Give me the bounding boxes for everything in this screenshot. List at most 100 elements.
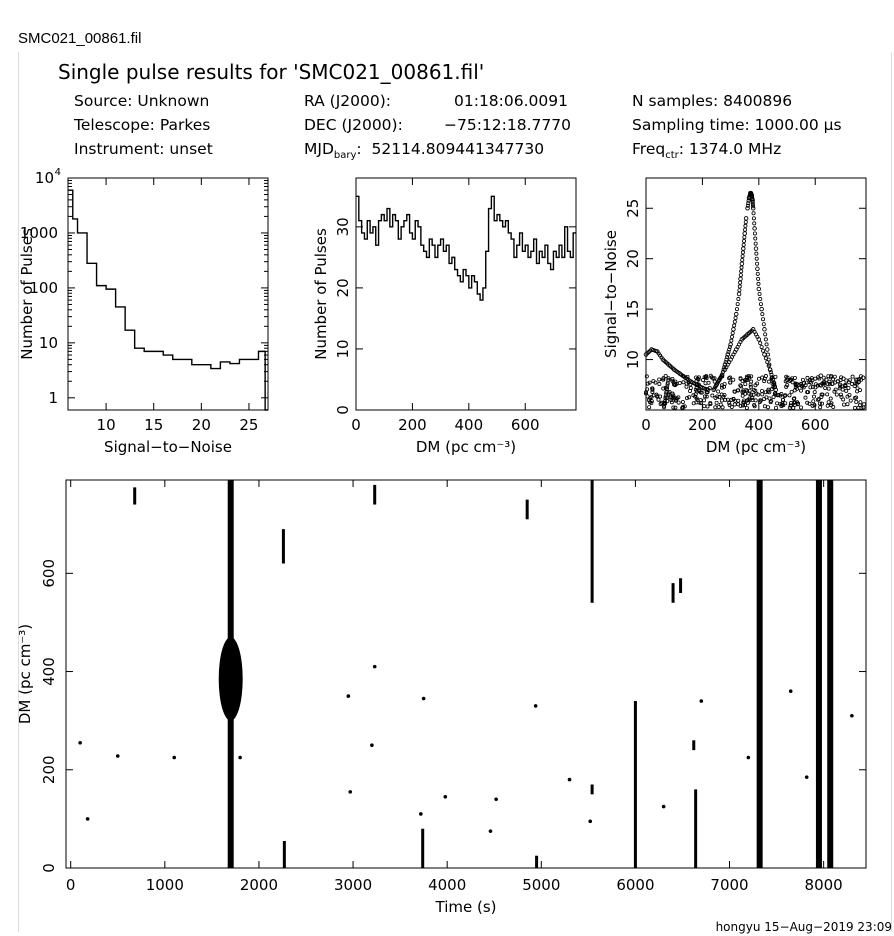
- snr-vs-dm-point: [741, 400, 746, 405]
- dm-vs-time-x-tick-label: 5000: [522, 876, 560, 894]
- snr-vs-dm-point: [756, 286, 762, 292]
- snr-vs-dm-point: [704, 394, 709, 399]
- dm-vs-time-streak: [421, 828, 425, 868]
- snr-vs-dm-point: [726, 349, 731, 354]
- snr-vs-dm-point: [752, 402, 757, 407]
- snr-vs-dm-point: [728, 380, 733, 385]
- snr-vs-dm-point: [792, 388, 797, 393]
- snr-vs-dm-point: [775, 401, 780, 406]
- telescope-info: Telescope: Parkes: [74, 116, 211, 134]
- snr-vs-dm-point: [852, 383, 857, 389]
- snr-vs-dm-point: [676, 400, 681, 405]
- snr-vs-dm-point: [743, 220, 748, 225]
- dm-vs-time-point: [85, 817, 90, 821]
- dm-vs-time-x-tick-label: 7000: [710, 876, 748, 894]
- snr-vs-dm-point: [755, 261, 760, 266]
- snr-vs-dm-point: [691, 401, 696, 406]
- snr-vs-dm-point: [741, 388, 746, 393]
- dm-vs-time-streak: [756, 480, 763, 868]
- snr-vs-dm-point: [759, 344, 764, 349]
- snr-vs-dm-point: [807, 401, 812, 406]
- snr-vs-dm-point: [714, 400, 719, 405]
- snr-vs-dm-point: [753, 246, 759, 251]
- snr-vs-dm-point: [695, 376, 700, 381]
- snr-histogram-y-top-tick-exponent: 4: [55, 167, 61, 178]
- dm-vs-time-x-tick-label: 4000: [428, 876, 466, 894]
- dm-histogram-x-label: DM (pc cm⁻³): [416, 438, 516, 456]
- snr-vs-dm-point: [702, 394, 707, 399]
- dm-vs-time-x-tick-label: 2000: [240, 876, 278, 894]
- snr-vs-dm-point: [670, 395, 675, 400]
- snr-vs-dm-point: [688, 385, 693, 390]
- snr-vs-dm-point: [702, 404, 707, 409]
- snr-vs-dm-point: [738, 376, 743, 381]
- snr-histogram-x-tick-label: 10: [97, 416, 116, 434]
- snr-vs-dm-point: [749, 192, 755, 198]
- dm-histogram-y-label: Number of Pulses: [312, 228, 330, 360]
- snr-vs-dm-point: [742, 235, 747, 240]
- snr-vs-dm-point: [750, 206, 756, 211]
- snr-vs-dm-point: [722, 392, 727, 397]
- snr-vs-dm-point: [854, 399, 859, 404]
- dm-vs-time-x-tick-label: 6000: [616, 876, 654, 894]
- dm-vs-time-y-tick-label: 400: [40, 657, 58, 686]
- snr-vs-dm-point: [788, 401, 793, 406]
- snr-vs-dm-point: [739, 261, 745, 266]
- snr-vs-dm-point: [838, 384, 843, 389]
- dm-vs-time-x-tick-label: 3000: [334, 876, 372, 894]
- footer-stamp: hongyu 15−Aug−2019 23:09: [715, 920, 892, 934]
- snr-vs-dm-point: [810, 403, 815, 408]
- dm-vs-time-point: [172, 755, 177, 760]
- snr-vs-dm-point: [819, 394, 824, 399]
- snr-vs-dm-point: [753, 236, 758, 241]
- snr-vs-dm-point: [765, 360, 770, 365]
- snr-vs-dm-point: [673, 405, 678, 410]
- snr-vs-dm-point: [788, 403, 793, 408]
- snr-vs-dm-point: [725, 355, 730, 360]
- snr-vs-dm-point: [644, 391, 649, 396]
- snr-vs-dm-point: [846, 385, 851, 390]
- dm-vs-time-point: [348, 790, 353, 794]
- snr-vs-dm-point: [727, 401, 732, 406]
- snr-vs-dm-point: [750, 200, 755, 205]
- snr-vs-dm-point: [731, 397, 736, 402]
- snr-vs-dm-point: [661, 386, 666, 391]
- snr-vs-dm-point: [827, 381, 832, 386]
- snr-vs-dm-point: [808, 385, 813, 390]
- snr-vs-dm-point: [783, 393, 788, 398]
- snr-vs-dm-point: [765, 405, 770, 410]
- snr-vs-dm-point: [745, 389, 750, 394]
- snr-vs-dm-point: [765, 352, 770, 357]
- snr-vs-dm-point: [713, 405, 718, 410]
- dm-histogram-steps: [356, 195, 576, 301]
- dm-vs-time-point: [488, 829, 493, 833]
- snr-vs-dm-point: [772, 382, 777, 387]
- snr-vs-dm-point: [657, 377, 662, 382]
- snr-vs-dm-point: [834, 392, 839, 397]
- snr-vs-dm-point: [811, 399, 816, 404]
- snr-vs-dm-point: [845, 394, 850, 399]
- snr-vs-dm-point: [803, 395, 808, 400]
- snr-vs-dm-point: [704, 375, 709, 380]
- snr-vs-dm-x-tick-label: 200: [688, 416, 717, 434]
- dm-vs-time-y-tick-label: 0: [40, 863, 58, 873]
- snr-vs-dm-point: [663, 374, 668, 379]
- snr-vs-dm-point: [760, 312, 765, 317]
- snr-vs-dm-point: [755, 381, 760, 386]
- snr-vs-dm-point: [745, 206, 750, 211]
- snr-vs-dm-point: [650, 386, 655, 391]
- snr-vs-dm-point: [787, 393, 792, 398]
- snr-vs-dm-point: [756, 376, 761, 381]
- snr-vs-dm-point: [716, 389, 721, 394]
- snr-histogram-y-tick-label: 10: [39, 334, 58, 352]
- snr-vs-dm-point: [706, 380, 711, 385]
- instrument-info: Instrument: unset: [74, 140, 213, 158]
- snr-vs-dm-point: [822, 381, 827, 386]
- dm-vs-time-streak: [671, 583, 675, 603]
- snr-vs-dm-frame: [645, 177, 867, 411]
- snr-vs-dm-point: [716, 405, 721, 410]
- freq-value: : 1374.0 MHz: [678, 140, 782, 158]
- snr-vs-dm-point: [739, 269, 744, 274]
- snr-vs-dm-point: [730, 334, 735, 339]
